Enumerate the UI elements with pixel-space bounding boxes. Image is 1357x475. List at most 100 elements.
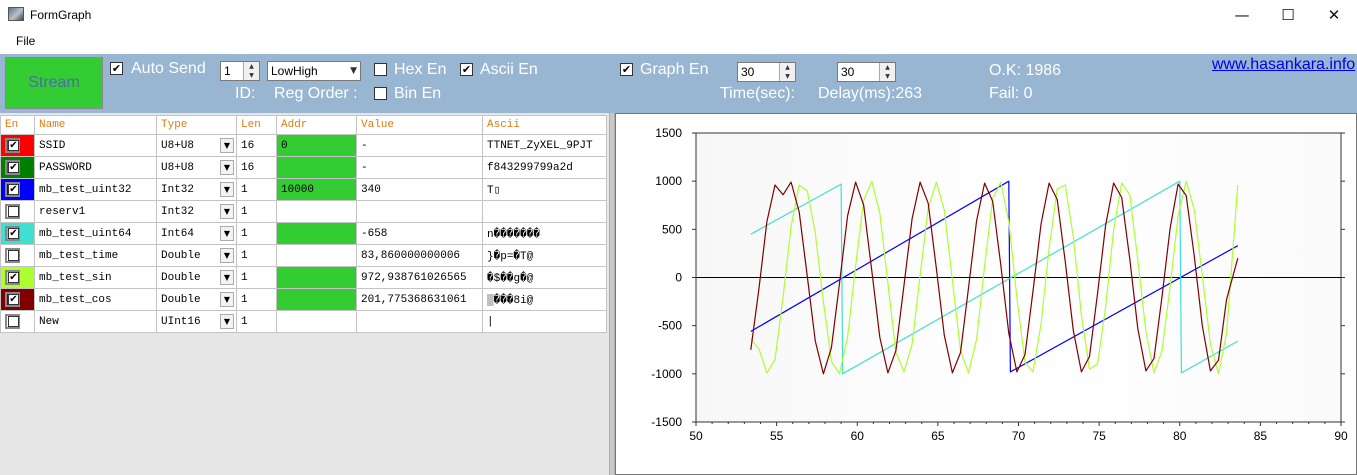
row-enable-checkbox[interactable]: ✔ <box>5 292 20 307</box>
maximize-icon[interactable]: ☐ <box>1281 6 1295 24</box>
spin-down-icon[interactable]: ▼ <box>885 73 890 80</box>
row-len[interactable]: 16 <box>236 134 277 157</box>
row-enable-checkbox[interactable] <box>5 314 20 329</box>
spin-up-icon[interactable]: ▲ <box>785 64 790 71</box>
ascii-en-checkbox[interactable]: ✔ <box>460 63 473 76</box>
row-name[interactable]: SSID <box>34 134 157 157</box>
row-value[interactable] <box>356 310 483 333</box>
row-addr[interactable] <box>276 244 357 267</box>
row-enable-cell[interactable]: ✔ <box>0 222 35 245</box>
table-row[interactable]: reserv1 Int32 ▼ 1 <box>0 200 607 223</box>
time-spinner[interactable]: 30 ▲ ▼ <box>737 62 796 82</box>
spin-down-icon[interactable]: ▼ <box>249 72 254 79</box>
row-addr[interactable] <box>276 156 357 179</box>
row-len[interactable]: 1 <box>236 222 277 245</box>
row-value[interactable]: 340 <box>356 178 483 201</box>
table-row[interactable]: ✔ mb_test_uint64 Int64 ▼ 1 -658 n������� <box>0 222 607 245</box>
row-type-select[interactable]: U8+U8 ▼ <box>156 156 237 179</box>
row-ascii[interactable]: T▯ <box>482 178 607 201</box>
chevron-down-icon[interactable]: ▼ <box>220 182 234 197</box>
row-type-select[interactable]: U8+U8 ▼ <box>156 134 237 157</box>
row-addr[interactable] <box>276 310 357 333</box>
table-row[interactable]: ✔ PASSWORD U8+U8 ▼ 16 - f843299799a2d <box>0 156 607 179</box>
row-ascii[interactable]: �$��g�@ <box>482 266 607 289</box>
row-len[interactable]: 1 <box>236 288 277 311</box>
row-value[interactable]: - <box>356 156 483 179</box>
row-enable-cell[interactable]: ✔ <box>0 178 35 201</box>
row-enable-checkbox[interactable]: ✔ <box>5 160 20 175</box>
row-ascii[interactable]: TTNET_ZyXEL_9PJT <box>482 134 607 157</box>
row-name[interactable]: PASSWORD <box>34 156 157 179</box>
row-ascii[interactable]: ▒���8i@ <box>482 288 607 311</box>
row-enable-cell[interactable] <box>0 244 35 267</box>
close-icon[interactable]: ✕ <box>1327 6 1341 24</box>
chevron-down-icon[interactable]: ▼ <box>220 226 234 241</box>
row-value[interactable]: - <box>356 134 483 157</box>
spin-up-icon[interactable]: ▲ <box>249 63 254 70</box>
chevron-down-icon[interactable]: ▼ <box>220 314 234 329</box>
row-name[interactable]: mb_test_time <box>34 244 157 267</box>
row-enable-checkbox[interactable] <box>5 248 20 263</box>
delay-spinner[interactable]: 30 ▲ ▼ <box>837 62 896 82</box>
row-addr[interactable] <box>276 222 357 245</box>
row-type-select[interactable]: Int32 ▼ <box>156 178 237 201</box>
row-type-select[interactable]: Int64 ▼ <box>156 222 237 245</box>
row-type-select[interactable]: Int32 ▼ <box>156 200 237 223</box>
bin-en-checkbox[interactable] <box>374 87 387 100</box>
row-ascii[interactable]: }�p=�T@ <box>482 244 607 267</box>
reg-order-select[interactable]: LowHigh ▼ <box>267 61 361 81</box>
menu-file[interactable]: File <box>16 34 36 48</box>
table-row[interactable]: ✔ mb_test_uint32 Int32 ▼ 1 10000 340 T▯ <box>0 178 607 201</box>
row-type-select[interactable]: Double ▼ <box>156 266 237 289</box>
stream-button[interactable]: Stream <box>5 57 103 109</box>
row-addr[interactable]: 10000 <box>276 178 357 201</box>
row-name[interactable]: New <box>34 310 157 333</box>
row-addr[interactable]: 0 <box>276 134 357 157</box>
row-enable-cell[interactable]: ✔ <box>0 134 35 157</box>
row-len[interactable]: 1 <box>236 244 277 267</box>
id-spinner[interactable]: 1 ▲ ▼ <box>220 61 260 81</box>
row-name[interactable]: mb_test_uint32 <box>34 178 157 201</box>
row-ascii[interactable]: f843299799a2d <box>482 156 607 179</box>
hex-en-checkbox[interactable] <box>374 63 387 76</box>
spin-up-icon[interactable]: ▲ <box>885 64 890 71</box>
website-link[interactable]: www.hasankara.info <box>1212 56 1356 73</box>
row-enable-cell[interactable]: ✔ <box>0 266 35 289</box>
row-name[interactable]: mb_test_sin <box>34 266 157 289</box>
row-name[interactable]: mb_test_cos <box>34 288 157 311</box>
table-row[interactable]: New UInt16 ▼ 1 | <box>0 310 607 333</box>
row-enable-checkbox[interactable]: ✔ <box>5 182 20 197</box>
row-type-select[interactable]: Double ▼ <box>156 288 237 311</box>
chevron-down-icon[interactable]: ▼ <box>220 138 234 153</box>
graph-en-checkbox[interactable]: ✔ <box>620 63 633 76</box>
row-addr[interactable] <box>276 266 357 289</box>
auto-send-checkbox[interactable]: ✔ <box>110 62 123 75</box>
row-value[interactable] <box>356 200 483 223</box>
chevron-down-icon[interactable]: ▼ <box>220 270 234 285</box>
table-row[interactable]: ✔ mb_test_sin Double ▼ 1 972,938761026565 �$��… <box>0 266 607 289</box>
chevron-down-icon[interactable]: ▼ <box>220 292 234 307</box>
minimize-icon[interactable]: — <box>1234 6 1250 24</box>
table-row[interactable]: mb_test_time Double ▼ 1 83,860000000006}�p=�… <box>0 244 607 267</box>
row-ascii[interactable] <box>482 200 607 223</box>
row-len[interactable]: 1 <box>236 200 277 223</box>
row-len[interactable]: 1 <box>236 310 277 333</box>
chevron-down-icon[interactable]: ▼ <box>220 160 234 175</box>
row-addr[interactable] <box>276 288 357 311</box>
spin-down-icon[interactable]: ▼ <box>785 73 790 80</box>
row-enable-checkbox[interactable]: ✔ <box>5 138 20 153</box>
chevron-down-icon[interactable]: ▼ <box>220 248 234 263</box>
row-value[interactable]: -658 <box>356 222 483 245</box>
row-ascii[interactable]: | <box>482 310 607 333</box>
table-row[interactable]: ✔ SSID U8+U8 ▼ 16 0- TTNET_ZyXEL_9PJT <box>0 134 607 157</box>
row-enable-cell[interactable] <box>0 310 35 333</box>
splitter[interactable] <box>609 113 615 475</box>
row-value[interactable]: 201,775368631061 <box>356 288 483 311</box>
row-enable-checkbox[interactable]: ✔ <box>5 226 20 241</box>
row-enable-checkbox[interactable] <box>5 204 20 219</box>
row-len[interactable]: 1 <box>236 178 277 201</box>
row-ascii[interactable]: n������� <box>482 222 607 245</box>
row-value[interactable]: 972,938761026565 <box>356 266 483 289</box>
row-type-select[interactable]: UInt16 ▼ <box>156 310 237 333</box>
row-name[interactable]: mb_test_uint64 <box>34 222 157 245</box>
